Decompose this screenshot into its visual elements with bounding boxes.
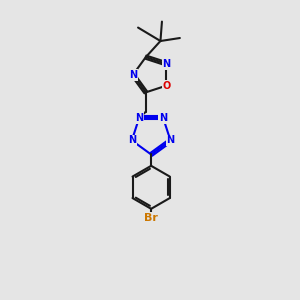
Text: Br: Br xyxy=(144,213,158,223)
Text: N: N xyxy=(162,59,170,69)
Text: N: N xyxy=(167,135,175,146)
Text: O: O xyxy=(162,81,171,91)
Text: N: N xyxy=(159,113,167,123)
Text: N: N xyxy=(135,113,143,123)
Text: N: N xyxy=(129,70,137,80)
Text: N: N xyxy=(128,135,136,146)
